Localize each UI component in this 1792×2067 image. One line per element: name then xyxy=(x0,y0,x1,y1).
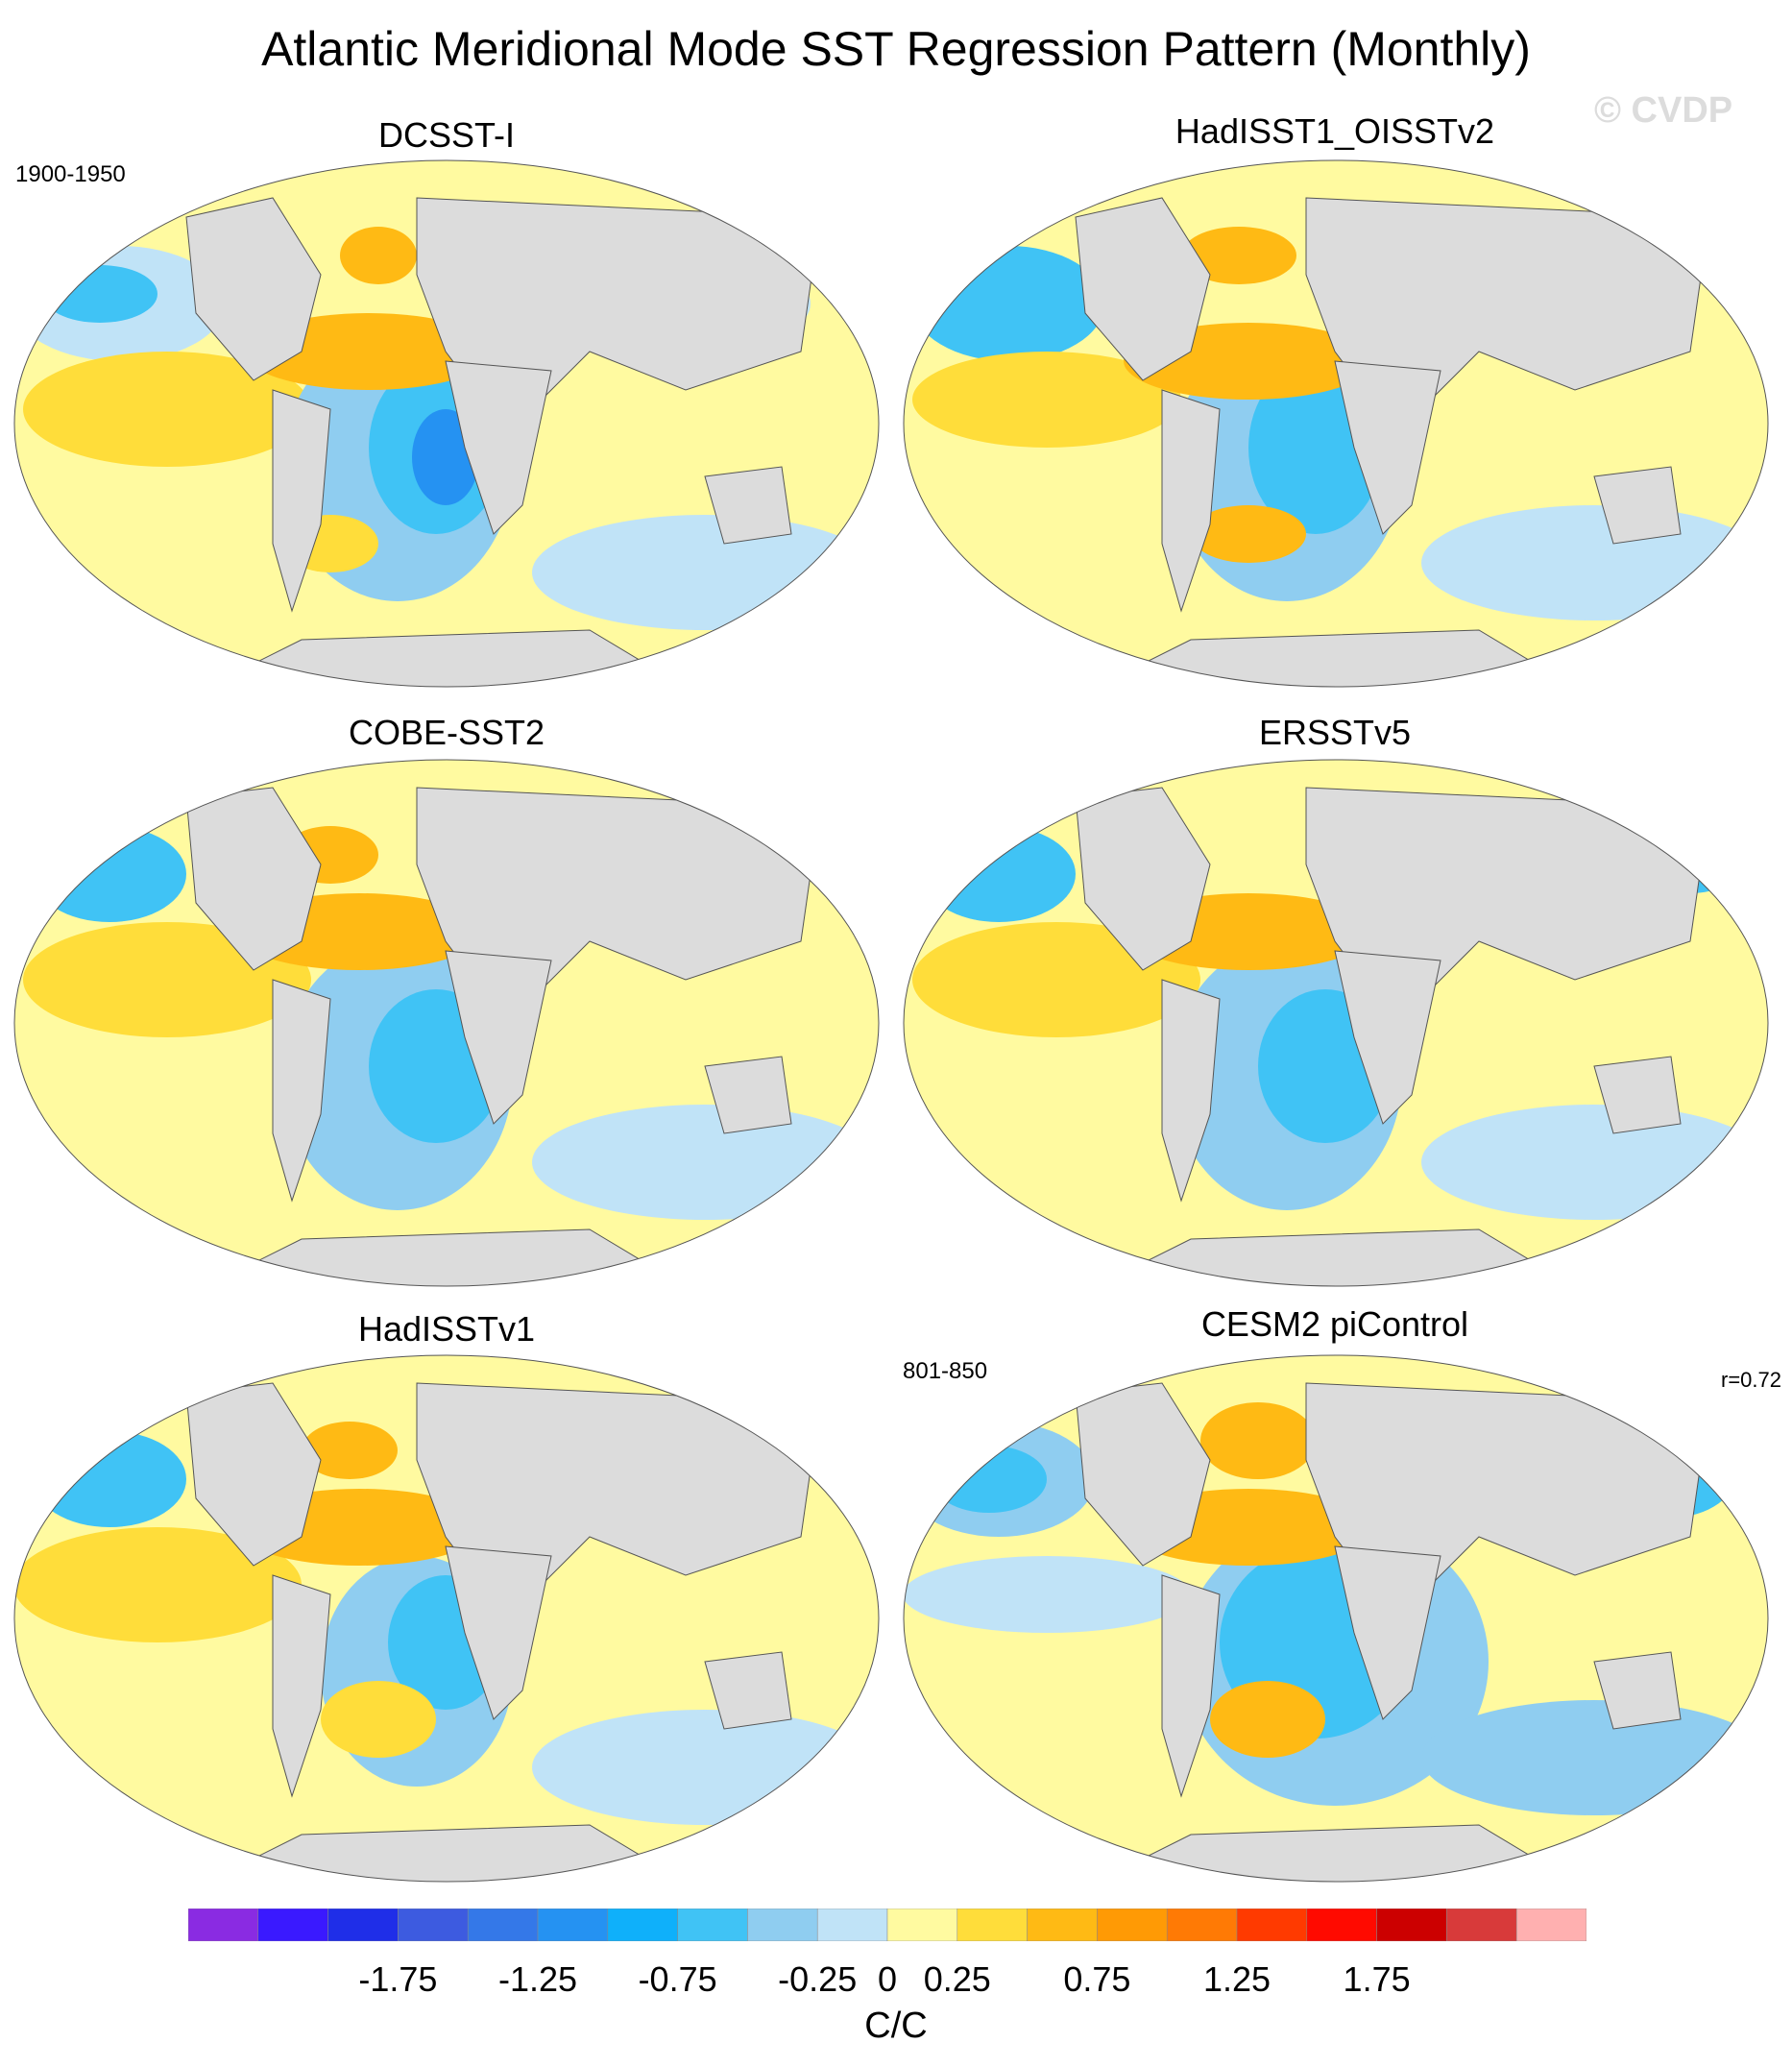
colorbar-tick-label: -0.25 xyxy=(778,1959,858,1999)
colorbar-swatch xyxy=(1097,1909,1168,1941)
colorbar-tick-label: 0.25 xyxy=(923,1959,991,1999)
colorbar-tick-label: -1.25 xyxy=(497,1959,578,1999)
colorbar-tick-label: -1.75 xyxy=(358,1959,438,1999)
colorbar-swatch xyxy=(188,1909,259,1941)
colorbar-tick-label: 0 xyxy=(877,1959,898,1999)
colorbar-units: C/C xyxy=(864,2006,928,2046)
map-cobe-sst2 xyxy=(13,759,880,1287)
colorbar-swatch xyxy=(677,1909,748,1941)
map-hadisst1-oisstv2 xyxy=(903,159,1769,688)
colorbar-swatch xyxy=(1515,1909,1586,1941)
colorbar-swatch xyxy=(747,1909,818,1941)
colorbar-swatch xyxy=(398,1909,469,1941)
colorbar-swatch xyxy=(607,1909,678,1941)
colorbar-swatch xyxy=(816,1909,888,1941)
colorbar-swatch xyxy=(957,1909,1028,1941)
colorbar-swatch xyxy=(257,1909,328,1941)
pattern-correlation: r=0.72 xyxy=(1721,1368,1781,1392)
figure-title: Atlantic Meridional Mode SST Regression … xyxy=(261,22,1531,76)
panel-title-hadisstv1: HadISSTv1 xyxy=(357,1309,536,1349)
colorbar-swatch xyxy=(1027,1909,1098,1941)
colorbar-tick-label: 0.75 xyxy=(1063,1959,1131,1999)
panel-title-cobe-sst2: COBE-SST2 xyxy=(348,713,545,752)
map-cesm2-picontrol xyxy=(903,1354,1769,1883)
colorbar-swatch xyxy=(537,1909,609,1941)
panel-title-ersstv5: ERSSTv5 xyxy=(1258,713,1412,752)
panel-title-dcsst: DCSST-I xyxy=(377,115,515,155)
map-hadisstv1 xyxy=(13,1354,880,1883)
colorbar-swatch xyxy=(327,1909,399,1941)
period-label-obs: 1900-1950 xyxy=(15,161,126,187)
colorbar-swatch xyxy=(1166,1909,1238,1941)
panel-title-cesm2-picontrol: CESM2 piControl xyxy=(1200,1304,1469,1344)
panel-title-hadisst1-oisstv2: HadISST1_OISSTv2 xyxy=(1174,111,1495,151)
map-ersstv5 xyxy=(903,759,1769,1287)
colorbar-tick-label: -0.75 xyxy=(638,1959,717,1999)
colorbar-swatch xyxy=(1376,1909,1447,1941)
colorbar-swatch xyxy=(1236,1909,1308,1941)
colorbar-swatch xyxy=(1446,1909,1517,1941)
colorbar-swatch xyxy=(1306,1909,1377,1941)
colorbar-swatch xyxy=(467,1909,539,1941)
colorbar-swatch xyxy=(886,1909,958,1941)
colorbar xyxy=(188,1909,1586,1941)
colorbar-tick-label: 1.25 xyxy=(1202,1959,1271,1999)
watermark: © CVDP xyxy=(1594,90,1733,131)
colorbar-tick-label: 1.75 xyxy=(1343,1959,1411,1999)
period-label-model: 801-850 xyxy=(903,1358,988,1384)
map-dcsst xyxy=(13,159,880,688)
